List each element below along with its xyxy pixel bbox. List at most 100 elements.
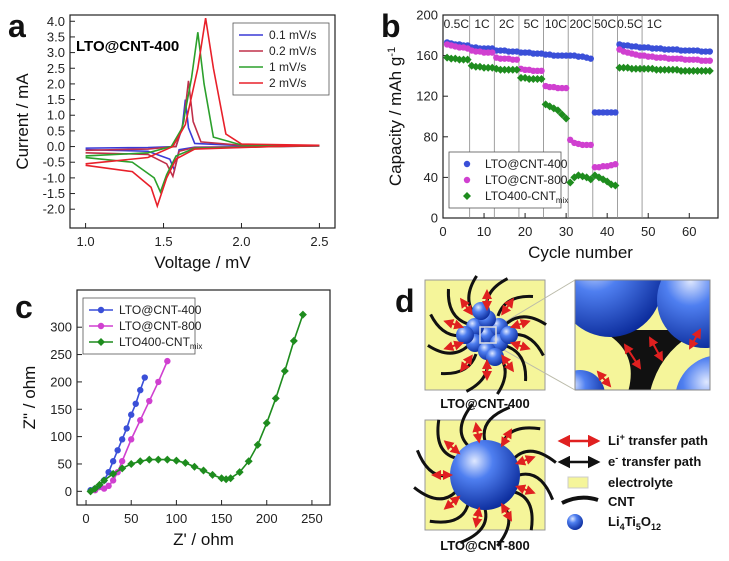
plot-area: [85, 18, 320, 209]
marker: [226, 474, 235, 483]
marker: [289, 336, 298, 345]
legend-label: 0.2 mV/s: [269, 44, 316, 58]
legend-name: LTO@CNT-400: [485, 157, 568, 171]
x-tick-label: 2.0: [232, 234, 250, 249]
cnt-fiber: [482, 405, 511, 442]
y-tick-label: -1.0: [43, 170, 65, 185]
legend-name: 0.1 mV/s: [269, 28, 316, 42]
legend-icon: [561, 495, 599, 505]
legend-name: LTO@CNT-400: [119, 303, 202, 317]
panel-label: c: [15, 289, 33, 325]
marker: [706, 48, 713, 55]
legend-label: LTO400-CNTmix: [119, 335, 202, 351]
marker: [697, 66, 706, 75]
sphere: [500, 326, 518, 344]
marker: [463, 160, 471, 168]
plot-area: [443, 39, 714, 190]
li-arrow: [472, 506, 483, 529]
y-axis-label-text: Current / mA: [13, 73, 32, 170]
panel-label: a: [8, 8, 26, 44]
y-tick-label: 0.5: [47, 123, 65, 138]
x-tick-label: 50: [124, 511, 138, 526]
legend-name: LTO400-CNT: [485, 189, 557, 203]
marker: [132, 400, 139, 407]
rate-label: 0.5C: [444, 17, 470, 31]
marker: [631, 64, 640, 73]
marker: [660, 65, 669, 74]
x-axis-label: Voltage / mV: [154, 253, 251, 272]
marker: [538, 67, 545, 75]
legend-sub: mix: [190, 342, 202, 351]
legend-text: e- transfer path: [608, 453, 701, 469]
y-tick-label: 1.5: [47, 92, 65, 107]
li-arrow: [596, 370, 612, 388]
marker: [463, 176, 471, 184]
zoom-frame: [574, 279, 711, 391]
zoom-box: [479, 326, 497, 344]
x-tick-label: 200: [256, 511, 278, 526]
y-tick-label: 2.5: [47, 61, 65, 76]
legend-name: 1 mV/s: [269, 60, 306, 74]
panel-label: d: [395, 283, 415, 319]
li-arrow: [623, 343, 642, 370]
diagram-label: LTO@CNT-800: [440, 538, 530, 553]
legend-text: electrolyte: [608, 475, 673, 490]
x-axis-label: Cycle number: [528, 243, 633, 262]
li-arrow: [689, 328, 701, 350]
marker: [109, 469, 118, 478]
marker: [114, 447, 121, 454]
legend-label: LTO@CNT-400: [485, 157, 568, 171]
marker: [587, 141, 594, 149]
y-axis-label: Z" / ohm: [20, 366, 39, 430]
marker: [681, 66, 690, 75]
sphere: [456, 326, 474, 344]
li-arrow: [515, 455, 536, 466]
marker: [533, 74, 542, 83]
legend-name: LTO@CNT-800: [485, 173, 568, 187]
rate-label: 5C: [524, 17, 540, 31]
legend-label: LTO@CNT-800: [119, 319, 202, 333]
legend-label: LTO@CNT-400: [119, 303, 202, 317]
li-arrow: [509, 319, 531, 330]
marker: [190, 462, 199, 471]
marker: [262, 418, 271, 427]
rate-label: 2C: [499, 17, 515, 31]
x-tick-label: 1.0: [77, 234, 95, 249]
marker: [516, 73, 525, 82]
li-arrow: [472, 421, 483, 444]
plot-frame: [76, 289, 331, 506]
y-tick-label: -0.5: [43, 155, 65, 170]
marker: [685, 66, 694, 75]
sphere: [486, 348, 504, 366]
li-arrow: [515, 484, 536, 495]
marker: [459, 55, 468, 64]
marker: [118, 464, 127, 473]
cnt-fiber: [505, 344, 528, 382]
sphere: [676, 356, 710, 390]
x-axis-label: Z' / ohm: [173, 530, 234, 549]
marker: [109, 477, 117, 484]
cnt-fiber: [518, 472, 555, 501]
marker: [127, 459, 136, 468]
x-tick-label: 20: [518, 224, 532, 239]
li-arrow: [459, 354, 473, 373]
y-tick-label: 300: [50, 320, 72, 335]
marker: [652, 65, 661, 74]
rate-label: 0.5C: [617, 17, 643, 31]
marker: [208, 470, 217, 479]
marker: [137, 417, 144, 424]
li-arrow: [501, 354, 515, 373]
marker: [109, 458, 117, 465]
cnt-fiber: [436, 419, 457, 460]
marker: [562, 114, 571, 123]
y-tick-label: -1.5: [43, 186, 65, 201]
plot-area: [86, 310, 307, 496]
marker: [154, 455, 163, 464]
li-arrow: [443, 319, 465, 330]
zoom-guide: [494, 279, 576, 329]
legend-text: Li4Ti5O12: [608, 514, 661, 532]
li-arrow: [509, 340, 531, 351]
zoom-view: [575, 280, 710, 390]
rate-label: 1C: [474, 17, 490, 31]
